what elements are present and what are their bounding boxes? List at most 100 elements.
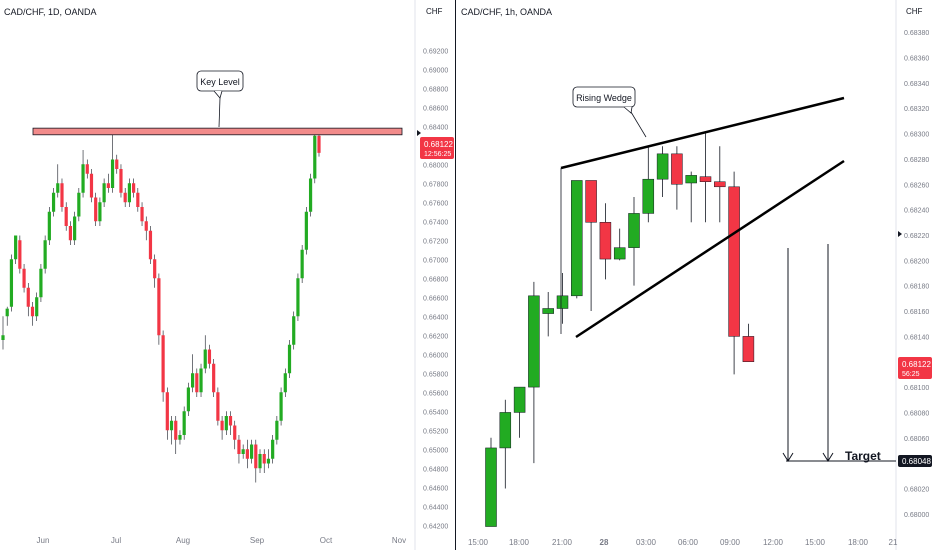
candle[interactable] xyxy=(542,292,554,337)
candle[interactable] xyxy=(106,173,110,193)
wedge-lower-trendline[interactable] xyxy=(575,159,845,339)
candle[interactable] xyxy=(178,430,182,445)
candle[interactable] xyxy=(262,449,266,473)
candle[interactable] xyxy=(30,302,35,326)
candle[interactable] xyxy=(656,146,669,197)
candle[interactable] xyxy=(161,330,165,402)
candle[interactable] xyxy=(60,178,64,212)
candle[interactable] xyxy=(203,335,207,374)
candle[interactable] xyxy=(43,235,47,274)
rising-wedge-callout[interactable]: Rising Wedge xyxy=(572,86,647,138)
settings-button[interactable] xyxy=(902,15,930,27)
candle[interactable] xyxy=(699,133,712,223)
candle[interactable] xyxy=(144,216,148,241)
candle[interactable] xyxy=(153,254,157,288)
daily-chart-panel[interactable]: CAD/CHF, 1D, OANDA CHF 0.69200 0.69000 0.6… xyxy=(0,0,456,550)
candle[interactable] xyxy=(258,449,262,473)
candle[interactable] xyxy=(556,273,569,324)
hourly-chart-panel[interactable]: CAD/CHF, 1h, OANDA CHF 0.68380 0.68360 0.6… xyxy=(456,0,932,550)
candle[interactable] xyxy=(283,368,287,398)
candle[interactable] xyxy=(191,354,195,393)
candle[interactable] xyxy=(94,192,98,226)
daily-chart-svg[interactable]: CAD/CHF, 1D, OANDA CHF 0.69200 0.69000 0.6… xyxy=(0,0,456,550)
candle[interactable] xyxy=(671,146,683,210)
key-level-zone[interactable] xyxy=(32,127,403,136)
candle[interactable] xyxy=(77,188,81,222)
candle[interactable] xyxy=(182,406,186,440)
candle[interactable] xyxy=(599,203,612,280)
target-projection[interactable]: Target xyxy=(782,244,896,463)
candle[interactable] xyxy=(271,435,275,464)
candle[interactable] xyxy=(39,264,43,302)
hourly-chart-svg[interactable]: CAD/CHF, 1h, OANDA CHF 0.68380 0.68360 0.6… xyxy=(456,0,932,550)
candle[interactable] xyxy=(195,368,199,398)
candle[interactable] xyxy=(199,363,203,397)
candle[interactable] xyxy=(85,159,89,179)
candle[interactable] xyxy=(136,188,140,212)
candle[interactable] xyxy=(249,439,254,464)
candle[interactable] xyxy=(102,178,106,208)
candle[interactable] xyxy=(266,449,271,469)
candle[interactable] xyxy=(127,178,131,208)
candle[interactable] xyxy=(186,382,190,416)
candle[interactable] xyxy=(228,411,233,435)
candle[interactable] xyxy=(613,228,626,261)
candle[interactable] xyxy=(9,254,14,312)
key-level-callout[interactable]: Key Level xyxy=(196,70,244,128)
candle[interactable] xyxy=(1,316,5,350)
candle[interactable] xyxy=(685,171,697,223)
candle[interactable] xyxy=(571,180,583,299)
candle[interactable] xyxy=(628,196,640,286)
wedge-upper-trendline[interactable] xyxy=(560,96,845,170)
candle[interactable] xyxy=(233,420,237,450)
rising-wedge-drawing[interactable] xyxy=(560,96,845,339)
candle[interactable] xyxy=(68,221,73,245)
candle[interactable] xyxy=(73,211,77,245)
candle[interactable] xyxy=(81,150,85,198)
candle[interactable] xyxy=(728,171,740,375)
candle[interactable] xyxy=(275,416,279,445)
candle[interactable] xyxy=(148,226,153,264)
candle[interactable] xyxy=(18,235,22,274)
candle[interactable] xyxy=(485,437,497,527)
candle[interactable] xyxy=(585,180,597,312)
candle[interactable] xyxy=(212,359,216,397)
candle[interactable] xyxy=(642,146,655,223)
candle[interactable] xyxy=(140,202,144,226)
candle[interactable] xyxy=(98,197,102,227)
candle[interactable] xyxy=(304,207,308,255)
candle[interactable] xyxy=(132,178,136,198)
candle[interactable] xyxy=(241,444,245,459)
candle[interactable] xyxy=(14,235,18,265)
candle[interactable] xyxy=(26,283,30,317)
candle[interactable] xyxy=(174,416,178,454)
candle[interactable] xyxy=(115,154,119,174)
candle[interactable] xyxy=(123,188,127,207)
candle[interactable] xyxy=(89,169,94,203)
candle[interactable] xyxy=(296,273,300,322)
candle[interactable] xyxy=(216,387,220,426)
candle[interactable] xyxy=(300,245,304,283)
candle[interactable] xyxy=(51,188,56,217)
candle[interactable] xyxy=(35,292,39,322)
candle[interactable] xyxy=(499,399,512,489)
candle[interactable] xyxy=(313,131,317,184)
candle[interactable] xyxy=(292,311,296,350)
candle[interactable] xyxy=(513,386,526,438)
candle[interactable] xyxy=(110,131,115,193)
candle[interactable] xyxy=(714,146,726,223)
candle[interactable] xyxy=(224,411,228,435)
candle[interactable] xyxy=(207,344,212,369)
candle[interactable] xyxy=(5,306,9,326)
candle[interactable] xyxy=(165,387,169,440)
candle[interactable] xyxy=(287,340,292,378)
candle[interactable] xyxy=(47,207,51,245)
candle[interactable] xyxy=(157,273,161,345)
candle[interactable] xyxy=(279,387,283,426)
candle[interactable] xyxy=(308,173,313,217)
candle[interactable] xyxy=(22,264,26,293)
candle[interactable] xyxy=(119,164,123,198)
candle[interactable] xyxy=(64,202,68,231)
candle[interactable] xyxy=(56,164,60,198)
candle[interactable] xyxy=(237,435,241,464)
